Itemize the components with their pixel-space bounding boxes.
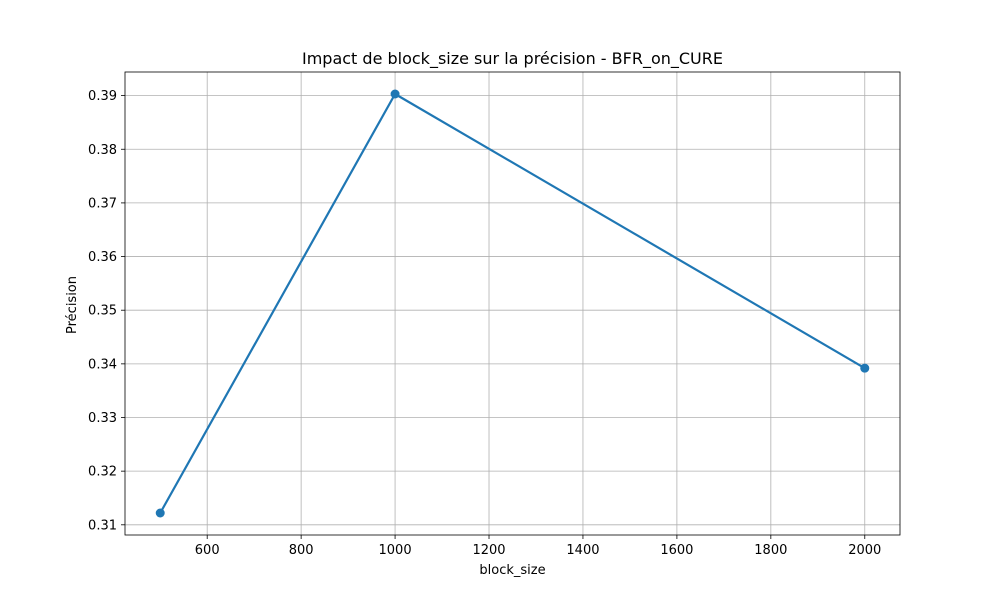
x-tick-label: 2000 [848, 543, 881, 558]
x-tick-label: 600 [195, 543, 220, 558]
y-tick-label: 0.33 [88, 411, 117, 426]
y-axis-ticks: 0.31 0.32 0.33 0.34 0.35 0.36 0.37 0.38 0.39 [88, 89, 125, 533]
data-point [390, 89, 400, 99]
y-tick-label: 0.34 [88, 357, 117, 372]
x-tick-label: 1400 [566, 543, 599, 558]
x-tick-label: 1800 [754, 543, 787, 558]
grid-lines [125, 72, 900, 535]
x-tick-label: 1600 [660, 543, 693, 558]
y-tick-label: 0.36 [88, 250, 117, 265]
y-tick-label: 0.31 [88, 518, 117, 533]
x-tick-label: 800 [289, 543, 314, 558]
y-tick-label: 0.38 [88, 143, 117, 158]
y-tick-label: 0.35 [88, 304, 117, 319]
data-point [860, 363, 870, 373]
y-tick-label: 0.37 [88, 196, 117, 211]
y-tick-label: 0.39 [88, 89, 117, 104]
data-point [155, 508, 165, 518]
y-axis-title: Précision [65, 276, 80, 334]
x-axis-title: block_size [479, 563, 545, 578]
x-axis-ticks: 600 800 1000 1200 1400 1600 1800 2000 [195, 535, 881, 558]
y-tick-label: 0.32 [88, 465, 117, 480]
plot-area-frame [124, 71, 901, 536]
chart-title: Impact de block_size sur la précision - … [302, 49, 723, 69]
series-layer [155, 89, 870, 518]
x-tick-label: 1000 [379, 543, 412, 558]
x-tick-label: 1200 [472, 543, 505, 558]
